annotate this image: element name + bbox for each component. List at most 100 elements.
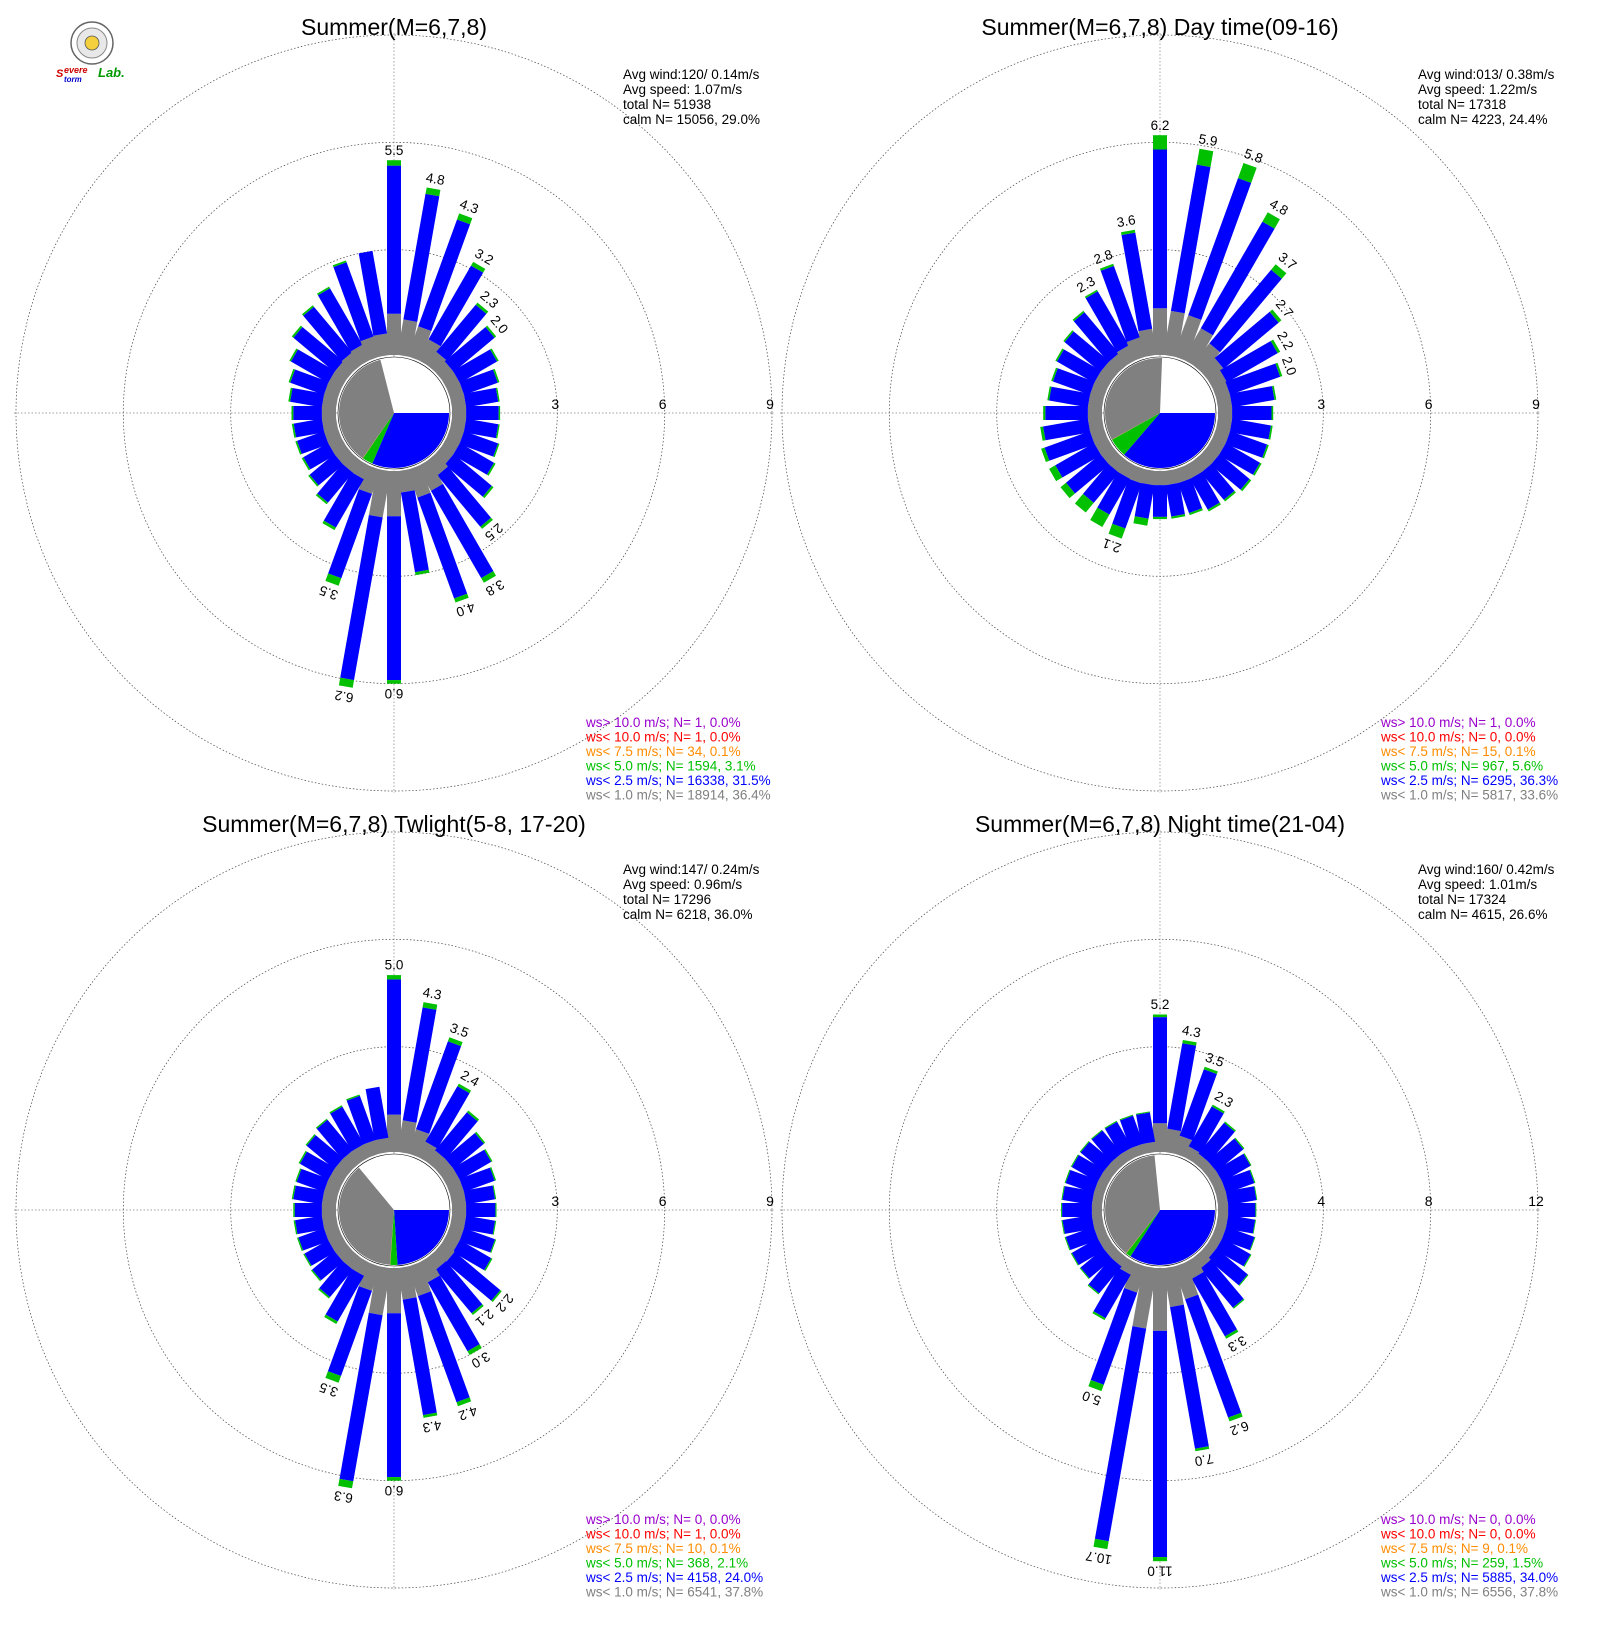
bar-segment-lt1 [387, 1114, 401, 1152]
bar-segment-lt1 [1199, 358, 1224, 382]
bar-segment-lt5 [1275, 362, 1283, 377]
bar-segment-lt1 [1091, 1203, 1102, 1217]
bar-segment-lt5 [1070, 1252, 1079, 1266]
bar-segment-lt5 [329, 1105, 343, 1114]
bar-segment-lt5 [1070, 1154, 1079, 1168]
bar-segment-lt5 [1171, 514, 1186, 519]
legend-entry-lt5: ws< 5.0 m/s; N= 967, 5.6% [1380, 759, 1543, 774]
bar-segment-lt5 [1061, 1185, 1065, 1200]
bar-segment-lt5 [1255, 1203, 1257, 1217]
bar-segment-lt1 [1087, 406, 1102, 420]
bar-segment-lt2_5 [437, 466, 491, 527]
bar-segment-lt2_5 [416, 1041, 462, 1134]
bar-segment-lt5 [1249, 1237, 1256, 1251]
bar-segment-lt2_5 [1153, 485, 1167, 517]
peak-value-label: 11.0 [1147, 1564, 1172, 1579]
ring-tick-label: 8 [1425, 1193, 1433, 1209]
bar-segment-lt2_5 [317, 288, 363, 352]
stat-avg-speed: Avg speed: 1.07m/s [623, 82, 742, 97]
bar-segment-lt1 [321, 416, 339, 433]
bar-segment-lt2_5 [309, 454, 344, 486]
bar-segment-lt2_5 [1229, 418, 1271, 440]
bar-segment-lt2_5 [427, 1275, 480, 1352]
bar-segment-lt5 [490, 348, 499, 362]
bar-segment-lt2_5 [466, 406, 499, 420]
bar-segment-lt2_5 [328, 489, 372, 579]
bar-segment-lt2_5 [1052, 368, 1095, 395]
ring-tick-label: 9 [766, 1193, 774, 1209]
peak-value-label: 6.0 [385, 686, 404, 701]
bar-segment-lt5 [1238, 163, 1257, 183]
bar-segment-lt2_5 [325, 1268, 364, 1322]
calm-pie-slice-lt2_5 [394, 1210, 449, 1265]
bar-segment-lt2_5 [306, 1135, 344, 1169]
bar-segment-lt2_5 [303, 306, 353, 362]
bar-segment-lt1 [1153, 1123, 1167, 1152]
bar-segment-lt2_5 [303, 443, 336, 470]
bar-segment-lt5 [325, 573, 342, 586]
bar-segment-lt1 [1215, 1191, 1229, 1207]
bar-segment-lt2_5 [290, 349, 336, 383]
legend-entry-lt1: ws< 1.0 m/s; N= 6541, 37.8% [585, 1585, 763, 1600]
bar-segment-lt2_5 [1080, 1248, 1113, 1279]
bar-segment-lt5 [466, 1110, 480, 1122]
grid-ring [888, 938, 1432, 1482]
bar-segment-lt5 [1092, 1311, 1106, 1321]
bar-segment-lt2_5 [1083, 463, 1119, 503]
bar-segment-lt5 [332, 260, 347, 267]
bar-segment-lt2_5 [1121, 232, 1153, 332]
peak-value-label: 3.5 [317, 1379, 340, 1400]
bar-segment-lt2_5 [304, 1240, 336, 1266]
bar-segment-lt1 [452, 406, 467, 420]
peak-value-label: 2.0 [1279, 355, 1300, 378]
bar-segment-lt1 [1132, 1265, 1157, 1329]
bar-segment-lt2_5 [1167, 1043, 1197, 1132]
bar-segment-lt1 [1153, 471, 1167, 486]
bar-segment-lt5 [490, 1239, 497, 1253]
bar-segment-lt1 [1087, 416, 1105, 433]
peak-value-label: 4.3 [422, 985, 443, 1003]
bar-segment-lt5 [1091, 1129, 1103, 1140]
calm-pie-slice-lt1 [1105, 1155, 1160, 1254]
bar-segment-lt5 [485, 325, 497, 338]
bar-segment-lt1 [1091, 1213, 1105, 1229]
bar-segment-lt5 [1100, 263, 1114, 271]
bar-segment-lt2_5 [297, 431, 329, 454]
stat-avg-wind: Avg wind:120/ 0.14m/s [623, 67, 760, 82]
bar-segment-lt2_5 [1071, 1238, 1105, 1265]
bar-segment-lt2_5 [459, 1167, 495, 1192]
bar-segment-lt2_5 [1065, 1170, 1099, 1194]
bar-segment-lt5 [1079, 1141, 1090, 1153]
stat-avg-speed: Avg speed: 1.01m/s [1418, 877, 1537, 892]
bar-segment-lt2_5 [387, 1313, 401, 1478]
bar-segment-lt2_5 [1170, 1304, 1209, 1449]
bar-segment-lt5 [387, 1477, 401, 1481]
bar-segment-lt5 [1271, 264, 1287, 279]
peak-value-label: 3.6 [1116, 212, 1137, 230]
bar-segment-lt2_5 [459, 1228, 496, 1253]
bar-segment-lt2_5 [459, 431, 499, 457]
bar-segment-lt1 [416, 459, 443, 491]
bar-segment-lt2_5 [1056, 349, 1102, 383]
ring-tick-label: 4 [1317, 1193, 1325, 1209]
bar-segment-lt1 [321, 406, 336, 420]
bar-segment-lt5 [495, 424, 500, 439]
grid-ring [15, 831, 773, 1589]
peak-value-label: 3.5 [448, 1020, 471, 1041]
bar-segment-lt5 [288, 387, 293, 402]
bar-segment-lt2_5 [1225, 1214, 1256, 1234]
bar-segment-lt2_5 [1136, 1112, 1156, 1145]
bar-segment-lt5 [492, 1220, 497, 1235]
legend-entry-gt10: ws> 10.0 m/s; N= 0, 0.0% [1380, 1512, 1536, 1527]
bar-segment-lt2_5 [1225, 363, 1281, 395]
bar-segment-lt5 [1072, 310, 1085, 322]
calm-pie-slice-lt1 [338, 359, 394, 459]
bar-segment-lt5 [1049, 465, 1063, 482]
bar-segment-lt2_5 [339, 1312, 383, 1482]
bar-segment-lt2_5 [436, 304, 487, 361]
bar-segment-lt5 [1153, 516, 1167, 520]
peak-value-label: 4.0 [454, 599, 477, 620]
bar-segment-lt5 [1223, 490, 1236, 502]
bar-segment-lt2_5 [387, 165, 401, 314]
legend-entry-lt2_5: ws< 2.5 m/s; N= 16338, 31.5% [585, 773, 771, 788]
